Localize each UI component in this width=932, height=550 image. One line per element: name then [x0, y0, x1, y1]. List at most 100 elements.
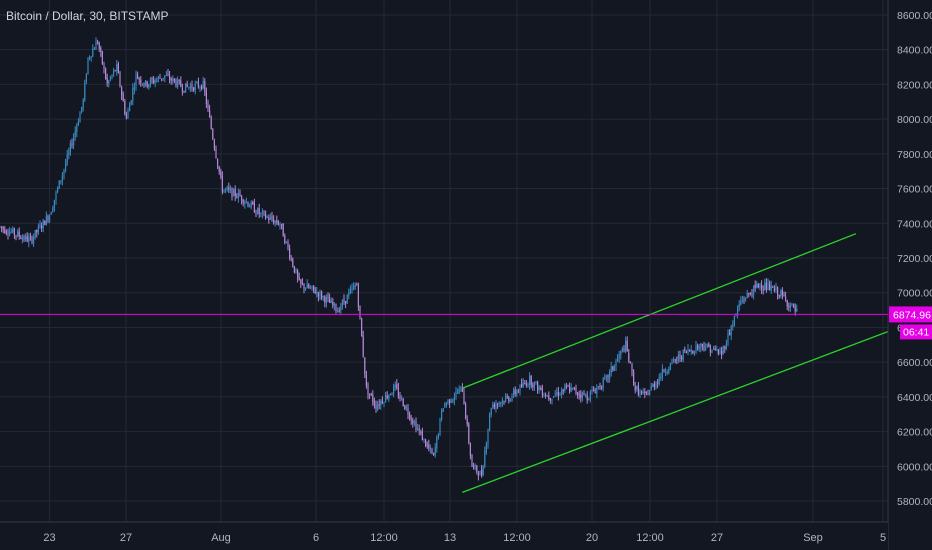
candle	[319, 289, 321, 300]
candle	[82, 98, 84, 112]
candle-body	[245, 201, 247, 203]
candle-body	[610, 366, 612, 373]
candle-body	[765, 282, 767, 290]
channel-upper	[462, 233, 857, 389]
candle-body	[335, 304, 337, 312]
candle-body	[44, 220, 46, 225]
candle-body	[778, 295, 780, 297]
candle	[327, 292, 329, 303]
candle-body	[257, 208, 259, 214]
candle	[261, 208, 263, 219]
candle	[95, 37, 97, 51]
candle	[247, 201, 249, 208]
candle-body	[447, 399, 449, 404]
candle-body	[167, 73, 169, 76]
candle-body	[73, 137, 75, 146]
candle	[169, 70, 171, 84]
candle-body	[201, 86, 203, 89]
candle	[66, 149, 68, 166]
candle-body	[95, 41, 97, 50]
candle-body	[79, 112, 81, 123]
candle-body	[194, 83, 196, 91]
candle-body	[34, 230, 36, 238]
candle-body	[698, 346, 700, 350]
candle	[793, 303, 795, 309]
candle-body	[530, 375, 532, 386]
candle	[497, 402, 499, 409]
candle	[186, 80, 188, 88]
candle	[117, 61, 119, 74]
candle-body	[405, 407, 407, 409]
candle	[266, 215, 268, 219]
candle-body	[213, 140, 215, 149]
candle-body	[207, 103, 209, 109]
candle	[669, 362, 671, 371]
candle	[329, 293, 331, 303]
candle	[649, 389, 651, 396]
candle	[324, 295, 326, 308]
candle-body	[586, 395, 588, 401]
candle	[506, 393, 508, 399]
candle-body	[773, 288, 775, 291]
candle	[177, 76, 179, 89]
candle	[668, 366, 670, 375]
candle-body	[794, 306, 796, 312]
candle	[317, 291, 319, 302]
candle-body	[157, 76, 159, 79]
candle	[436, 435, 438, 453]
candle	[482, 464, 484, 477]
candle	[716, 345, 718, 351]
candle	[641, 390, 643, 395]
candle	[292, 257, 294, 268]
candle-body	[169, 75, 171, 80]
candle-body	[650, 386, 652, 390]
candle	[237, 188, 239, 203]
candle	[343, 294, 345, 305]
candle-body	[100, 47, 102, 53]
candle-body	[783, 294, 785, 297]
candle	[151, 76, 153, 84]
candle	[706, 343, 708, 349]
candle-body	[679, 354, 681, 358]
candle-body	[90, 56, 92, 58]
candle	[61, 172, 63, 186]
candle-body	[604, 377, 606, 379]
candle	[441, 408, 443, 422]
candle	[365, 370, 367, 389]
candle	[636, 385, 638, 392]
candle	[479, 470, 481, 476]
candle-body	[122, 94, 124, 102]
candle	[489, 412, 491, 432]
candle-body	[337, 311, 339, 313]
candle	[68, 147, 70, 160]
time-tick-label: 27	[120, 532, 132, 544]
candle-body	[617, 358, 619, 362]
candle	[471, 454, 473, 468]
candle-body	[738, 304, 740, 309]
candle-body	[93, 48, 95, 50]
candle-body	[777, 287, 779, 296]
price-tick-label: 8000.00	[897, 114, 932, 126]
candle-body	[633, 371, 635, 385]
candle	[253, 198, 255, 213]
candle-body	[681, 357, 683, 359]
candle-body	[37, 226, 39, 233]
candle	[308, 283, 310, 289]
candle	[29, 232, 31, 241]
candle	[250, 200, 252, 210]
candle	[593, 386, 595, 392]
candle-body	[50, 212, 52, 215]
candle	[513, 387, 515, 399]
candle-body	[386, 395, 388, 399]
candle	[794, 303, 796, 316]
candle-body	[12, 228, 14, 233]
candle	[98, 41, 100, 53]
candle-body	[249, 206, 251, 208]
candle-body	[514, 389, 516, 395]
candle	[751, 289, 753, 298]
candle	[455, 387, 457, 400]
candle-body	[295, 270, 297, 273]
candle-body	[580, 394, 582, 398]
